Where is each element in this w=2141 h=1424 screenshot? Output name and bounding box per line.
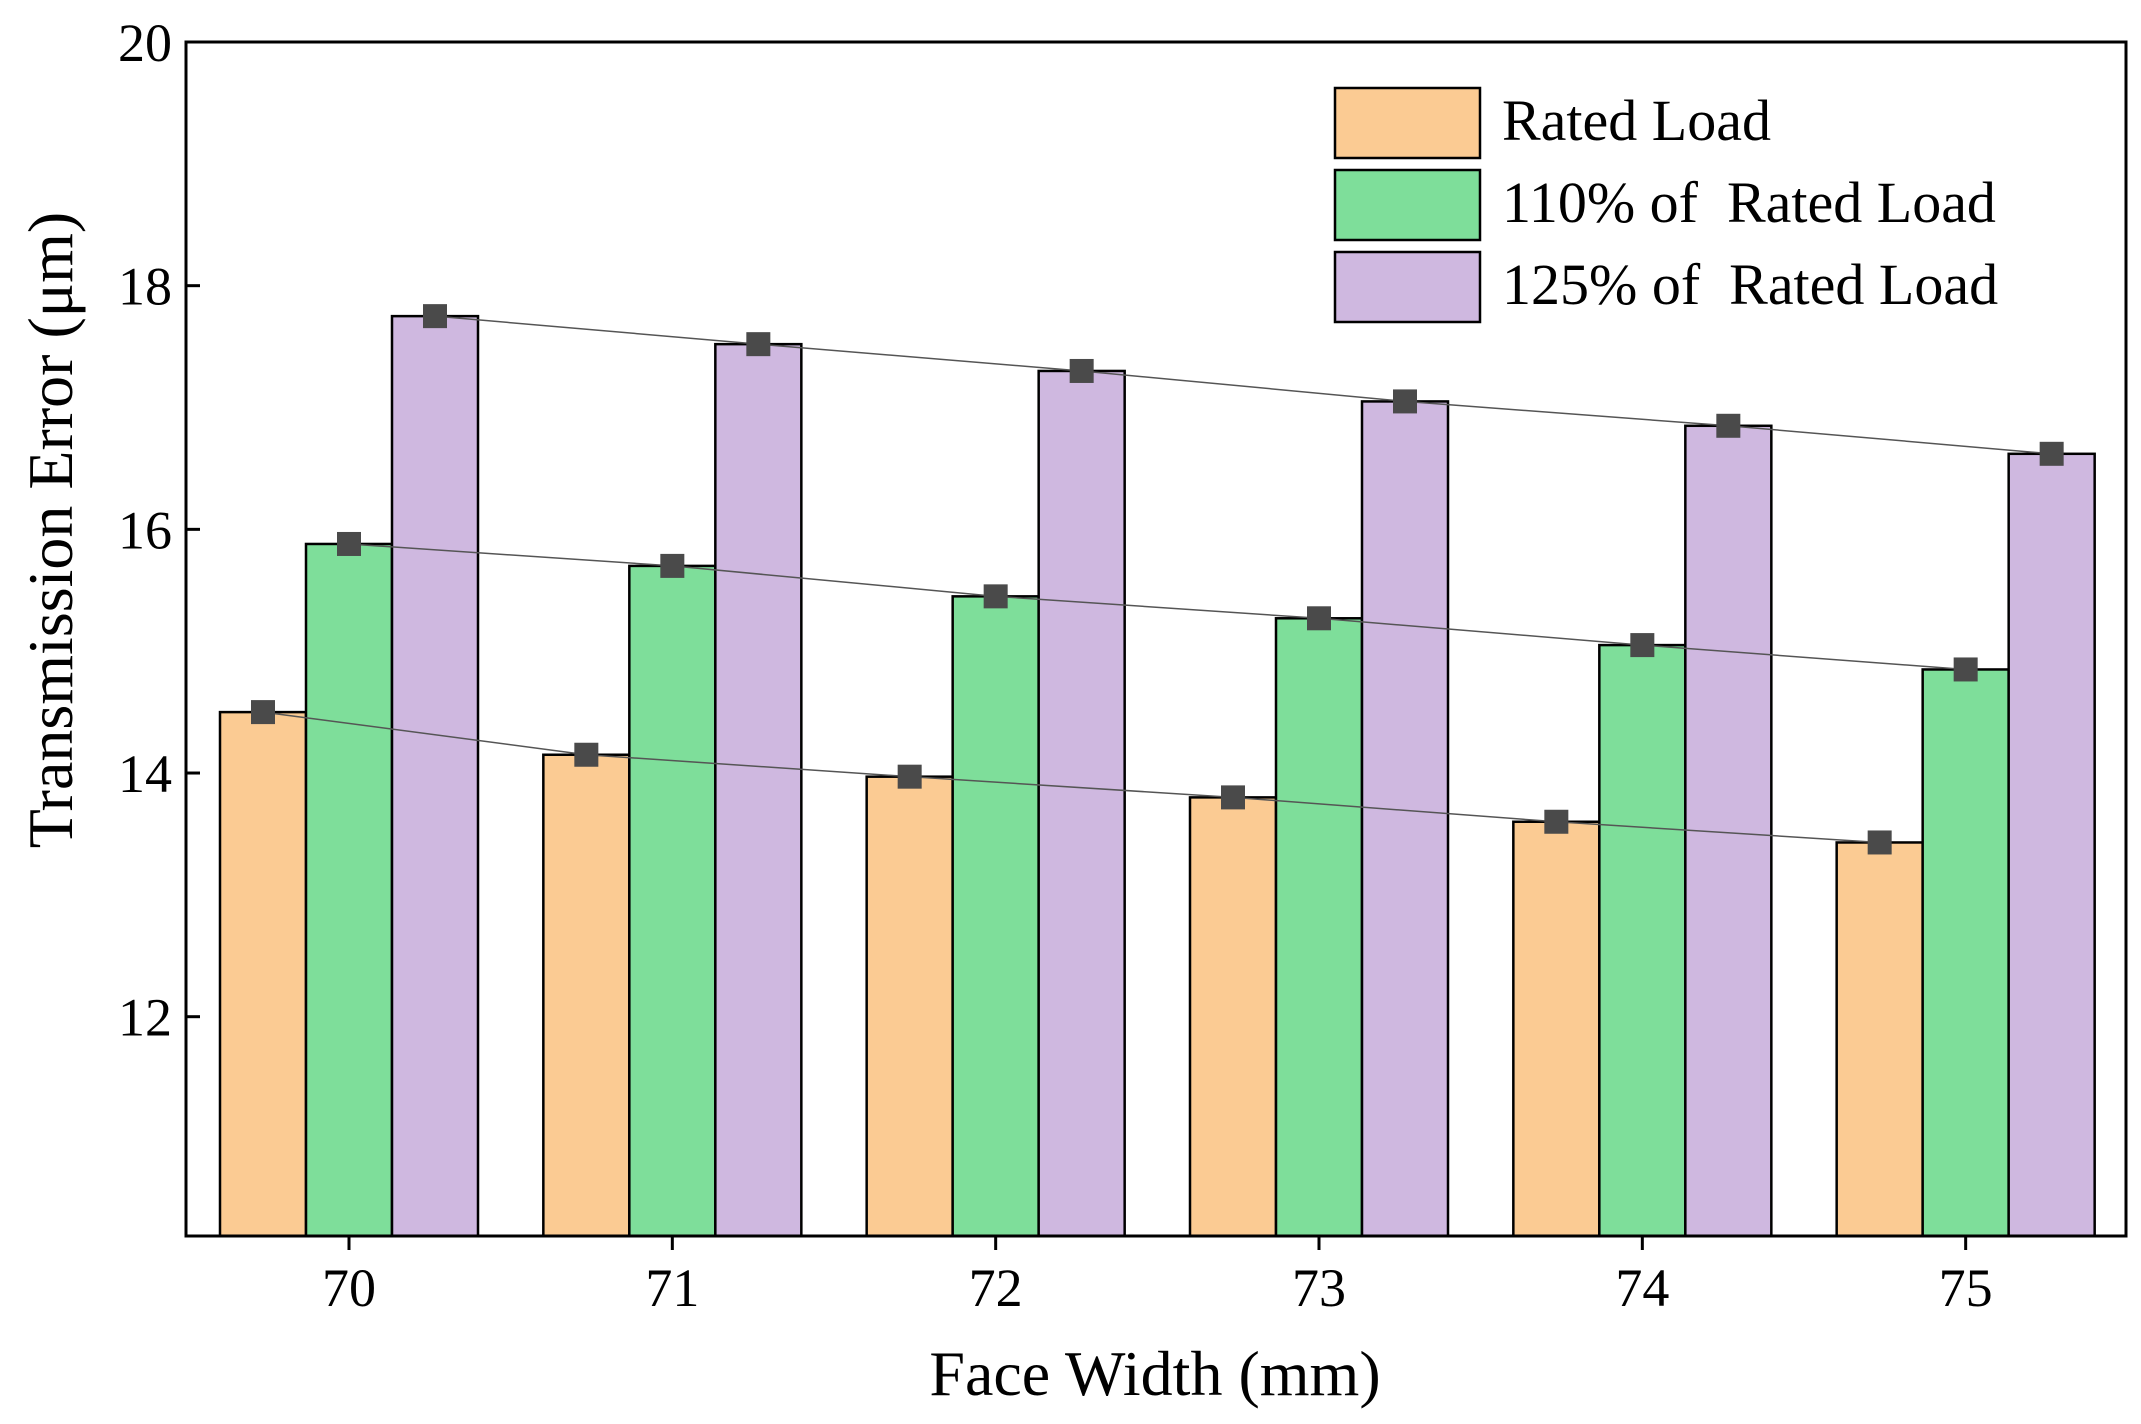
- bar-3-72: [1037, 369, 1126, 1238]
- bar-2-75: [1921, 668, 2010, 1238]
- bar-1-71: [542, 753, 631, 1238]
- marker-3-75: [2039, 441, 2064, 466]
- legend-label-1: Rated Load: [1502, 88, 1771, 153]
- trend-line-3: [434, 315, 2052, 455]
- y-tick-label-16: 16: [118, 500, 172, 560]
- bar-2-74: [1598, 643, 1687, 1238]
- marker-1-70: [251, 700, 275, 725]
- marker-1-73: [1221, 785, 1245, 810]
- bar-2-73: [1274, 617, 1364, 1238]
- axes: 12 14 16 18 20 70 71 72 73 74 75: [118, 13, 2128, 1318]
- x-axis-title: Face Width (mm): [929, 1338, 1380, 1409]
- y-tick-label-14: 14: [118, 744, 172, 804]
- x-tick-label-75: 75: [1939, 1258, 1993, 1318]
- bar-1-74: [1512, 820, 1601, 1238]
- bar-2-72: [951, 595, 1040, 1238]
- plot-frame: [184, 40, 2128, 1238]
- trend-line-1: [262, 711, 1880, 844]
- bar-1-73: [1188, 796, 1278, 1238]
- x-tick-label-73: 73: [1292, 1258, 1346, 1318]
- marker-1-72: [897, 764, 922, 789]
- y-tick-label-18: 18: [118, 257, 172, 317]
- marker-1-74: [1544, 809, 1569, 834]
- y-tick-label-12: 12: [118, 988, 172, 1048]
- marker-2-75: [1953, 657, 1978, 682]
- x-tick-label-71: 71: [645, 1258, 699, 1318]
- marker-2-73: [1307, 606, 1331, 631]
- trend-line-2: [348, 543, 1966, 671]
- bar-3-73: [1360, 400, 1450, 1238]
- legend-label-3: 125% of Rated Load: [1502, 252, 1998, 317]
- marker-3-72: [1069, 358, 1094, 383]
- legend-swatch-2: [1333, 168, 1482, 242]
- plot-area: [218, 304, 2096, 1238]
- legend-swatch-3: [1333, 250, 1482, 324]
- marker-3-74: [1716, 413, 1741, 438]
- bar-1-72: [865, 775, 954, 1238]
- bar-1-75: [1835, 841, 1924, 1238]
- bar-3-75: [2007, 452, 2096, 1238]
- legend: Rated Load 110% of Rated Load 125% of Rate…: [1333, 86, 1998, 324]
- marker-2-72: [983, 584, 1008, 609]
- x-tick-label-74: 74: [1615, 1258, 1669, 1318]
- marker-2-74: [1630, 633, 1655, 658]
- marker-1-71: [574, 742, 599, 767]
- x-tick-label-72: 72: [969, 1258, 1023, 1318]
- marker-3-71: [746, 332, 771, 357]
- bar-1-70: [218, 710, 308, 1238]
- bar-3-71: [714, 342, 803, 1238]
- marker-2-71: [660, 553, 685, 578]
- marker-3-70: [423, 304, 447, 329]
- marker-3-73: [1393, 389, 1417, 414]
- y-axis-title: Transmission Error (μm): [15, 212, 86, 848]
- bar-3-70: [390, 314, 480, 1238]
- bar-2-70: [304, 542, 394, 1238]
- bar-2-71: [628, 564, 717, 1238]
- x-tick-label-70: 70: [322, 1258, 376, 1318]
- legend-swatch-1: [1333, 86, 1482, 160]
- legend-label-2: 110% of Rated Load: [1502, 170, 1996, 235]
- y-tick-label-20: 20: [118, 13, 172, 73]
- marker-1-75: [1867, 830, 1892, 855]
- marker-2-70: [337, 531, 361, 556]
